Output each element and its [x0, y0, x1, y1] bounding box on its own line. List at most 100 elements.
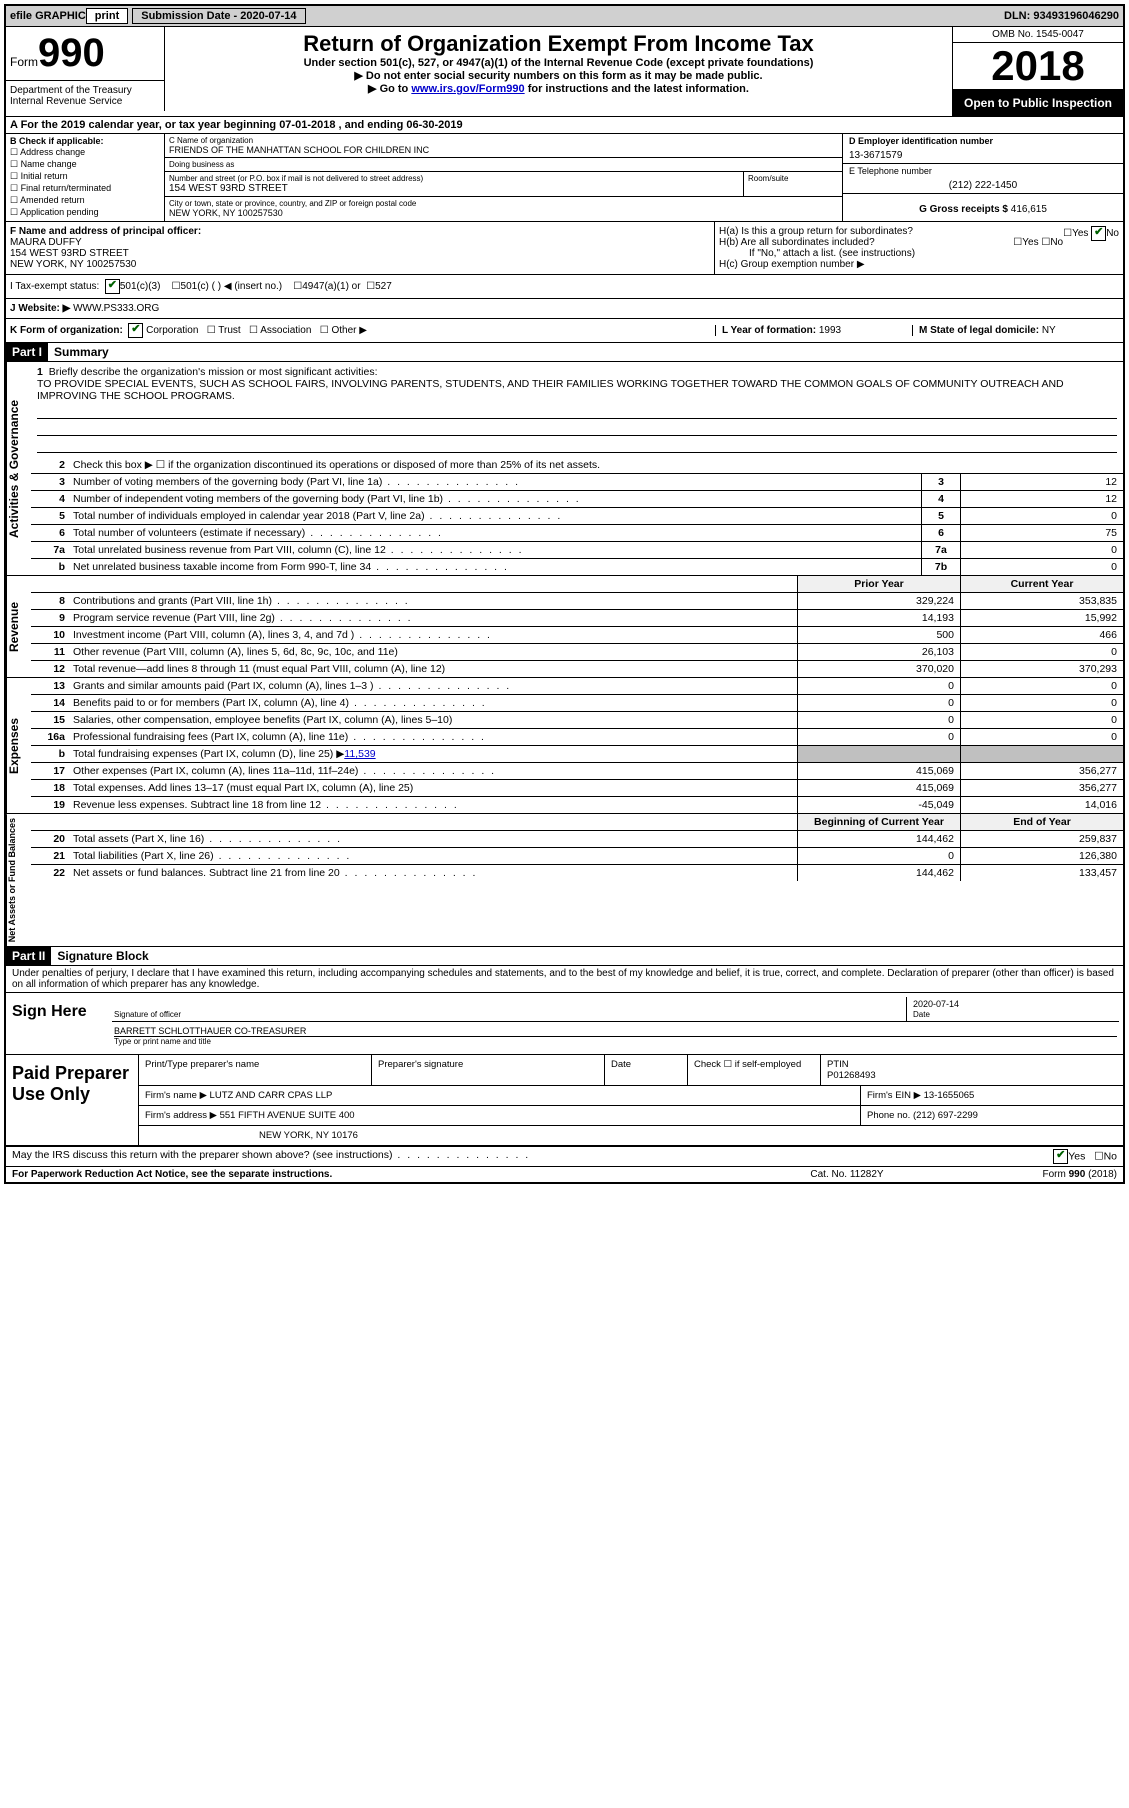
chk-address-change[interactable]: ☐ Address change	[10, 147, 160, 158]
r16b-amount[interactable]: 11,539	[344, 748, 375, 760]
brief-row: 1 Briefly describe the organization's mi…	[31, 362, 1123, 457]
firm-city: NEW YORK, NY 10176	[139, 1126, 1123, 1145]
firm-name-lbl: Firm's name ▶	[145, 1090, 207, 1101]
r16b-text: Total fundraising expenses (Part IX, col…	[73, 748, 344, 760]
phone-label: E Telephone number	[849, 166, 1117, 176]
row-16a: 16a Professional fundraising fees (Part …	[31, 729, 1123, 746]
row-desc: Total assets (Part X, line 16)	[69, 831, 797, 847]
row-py: 0	[797, 695, 960, 711]
footer: For Paperwork Reduction Act Notice, see …	[6, 1167, 1123, 1182]
dept-label: Department of the Treasury	[10, 85, 160, 96]
chk-initial-return[interactable]: ☐ Initial return	[10, 171, 160, 182]
sign-here-label: Sign Here	[6, 993, 108, 1054]
row-desc	[69, 576, 797, 592]
row-num: 14	[31, 695, 69, 711]
section-bcd: B Check if applicable: ☐ Address change …	[6, 134, 1123, 222]
row-desc: Total revenue—add lines 8 through 11 (mu…	[69, 661, 797, 677]
m-value: NY	[1042, 325, 1056, 336]
ha-label: H(a) Is this a group return for subordin…	[719, 226, 913, 237]
na-header-row: Beginning of Current Year End of Year	[31, 814, 1123, 831]
row-num: 11	[31, 644, 69, 660]
org-name-cell: C Name of organization FRIENDS OF THE MA…	[165, 134, 842, 158]
opt-other: Other ▶	[331, 325, 366, 336]
row-desc: Total fundraising expenses (Part IX, col…	[69, 746, 797, 762]
firm-addr-val: 551 FIFTH AVENUE SUITE 400	[220, 1110, 355, 1121]
exp-body: 13 Grants and similar amounts paid (Part…	[31, 678, 1123, 813]
row-cy: 15,992	[960, 610, 1123, 626]
preparer-date-lbl: Date	[605, 1055, 688, 1085]
row-num: 3	[31, 474, 69, 490]
hc-row: H(c) Group exemption number ▶	[719, 259, 1119, 270]
form-number: 990	[38, 31, 105, 75]
discuss-yes: Yes	[1068, 1150, 1085, 1162]
row-val: 75	[960, 525, 1123, 541]
row-10: 10 Investment income (Part VIII, column …	[31, 627, 1123, 644]
row-21: 21 Total liabilities (Part X, line 26) 0…	[31, 848, 1123, 865]
city-label: City or town, state or province, country…	[169, 199, 838, 208]
row-11: 11 Other revenue (Part VIII, column (A),…	[31, 644, 1123, 661]
ruled-line	[37, 404, 1117, 419]
row-desc: Net unrelated business taxable income fr…	[69, 559, 921, 575]
row-desc: Total number of volunteers (estimate if …	[69, 525, 921, 541]
submission-date: Submission Date - 2020-07-14	[132, 8, 305, 24]
ptin-cell: PTINP01268493	[821, 1055, 1123, 1085]
row-a: A For the 2019 calendar year, or tax yea…	[6, 117, 1123, 134]
footer-mid: Cat. No. 11282Y	[757, 1169, 937, 1180]
opt-trust: Trust	[218, 325, 240, 336]
row-cy: 370,293	[960, 661, 1123, 677]
row-py: 370,020	[797, 661, 960, 677]
row-end: 126,380	[960, 848, 1123, 864]
row-desc: Total liabilities (Part X, line 26)	[69, 848, 797, 864]
form990-link[interactable]: www.irs.gov/Form990	[411, 83, 524, 95]
row-6: 6 Total number of volunteers (estimate i…	[31, 525, 1123, 542]
dba-cell: Doing business as	[165, 158, 842, 172]
row-desc: Number of voting members of the governin…	[69, 474, 921, 490]
hb-no: No	[1050, 237, 1063, 248]
vtab-expenses: Expenses	[6, 678, 31, 813]
part2-tag: Part II	[6, 947, 51, 965]
row-16b: b Total fundraising expenses (Part IX, c…	[31, 746, 1123, 763]
l-value: 1993	[819, 325, 841, 336]
phone-cell: E Telephone number (212) 222-1450	[843, 164, 1123, 194]
row-num: 17	[31, 763, 69, 779]
gov-body: 1 Briefly describe the organization's mi…	[31, 362, 1123, 575]
sig-officer: Signature of officer	[112, 997, 906, 1021]
preparer-name-lbl: Print/Type preparer's name	[139, 1055, 372, 1085]
row-7a: 7a Total unrelated business revenue from…	[31, 542, 1123, 559]
chk-label: Address change	[20, 147, 85, 157]
chk-amended[interactable]: ☐ Amended return	[10, 195, 160, 206]
chk-label: Application pending	[20, 207, 99, 217]
addr-row: Number and street (or P.O. box if mail i…	[165, 172, 842, 197]
sig-name: BARRETT SCHLOTTHAUER CO-TREASURERType or…	[112, 1024, 1119, 1048]
goto-suffix: for instructions and the latest informat…	[525, 83, 749, 95]
chk-app-pending[interactable]: ☐ Application pending	[10, 207, 160, 218]
brief-num: 1	[37, 366, 43, 378]
hdr-beginning: Beginning of Current Year	[797, 814, 960, 830]
row-cy: 0	[960, 678, 1123, 694]
row-5: 5 Total number of individuals employed i…	[31, 508, 1123, 525]
sig-name-label: Type or print name and title	[114, 1036, 1117, 1046]
row-val: 12	[960, 491, 1123, 507]
row-desc: Check this box ▶ ☐ if the organization d…	[69, 457, 1123, 473]
row-num: 2	[31, 457, 69, 473]
top-bar: efile GRAPHIC print Submission Date - 20…	[6, 6, 1123, 27]
row-num: 6	[31, 525, 69, 541]
part2-title: Signature Block	[51, 947, 154, 965]
paid-fields: Print/Type preparer's name Preparer's si…	[139, 1055, 1123, 1145]
row-desc: Program service revenue (Part VIII, line…	[69, 610, 797, 626]
discuss-row: May the IRS discuss this return with the…	[6, 1146, 1123, 1167]
vtab-revenue: Revenue	[6, 576, 31, 677]
chk-name-change[interactable]: ☐ Name change	[10, 159, 160, 170]
sig-line-1: Signature of officer 2020-07-14Date	[112, 997, 1119, 1022]
print-button[interactable]: print	[86, 8, 128, 24]
row-desc: Other revenue (Part VIII, column (A), li…	[69, 644, 797, 660]
row-2: 2 Check this box ▶ ☐ if the organization…	[31, 457, 1123, 474]
row-desc: Total expenses. Add lines 13–17 (must eq…	[69, 780, 797, 796]
row-22: 22 Net assets or fund balances. Subtract…	[31, 865, 1123, 881]
row-desc: Investment income (Part VIII, column (A)…	[69, 627, 797, 643]
sig-name-val: BARRETT SCHLOTTHAUER CO-TREASURER	[114, 1026, 306, 1036]
dept-box: Department of the Treasury Internal Reve…	[6, 81, 165, 111]
chk-label: Name change	[21, 159, 77, 169]
chk-final-return[interactable]: ☐ Final return/terminated	[10, 183, 160, 194]
vtab-governance: Activities & Governance	[6, 362, 31, 575]
